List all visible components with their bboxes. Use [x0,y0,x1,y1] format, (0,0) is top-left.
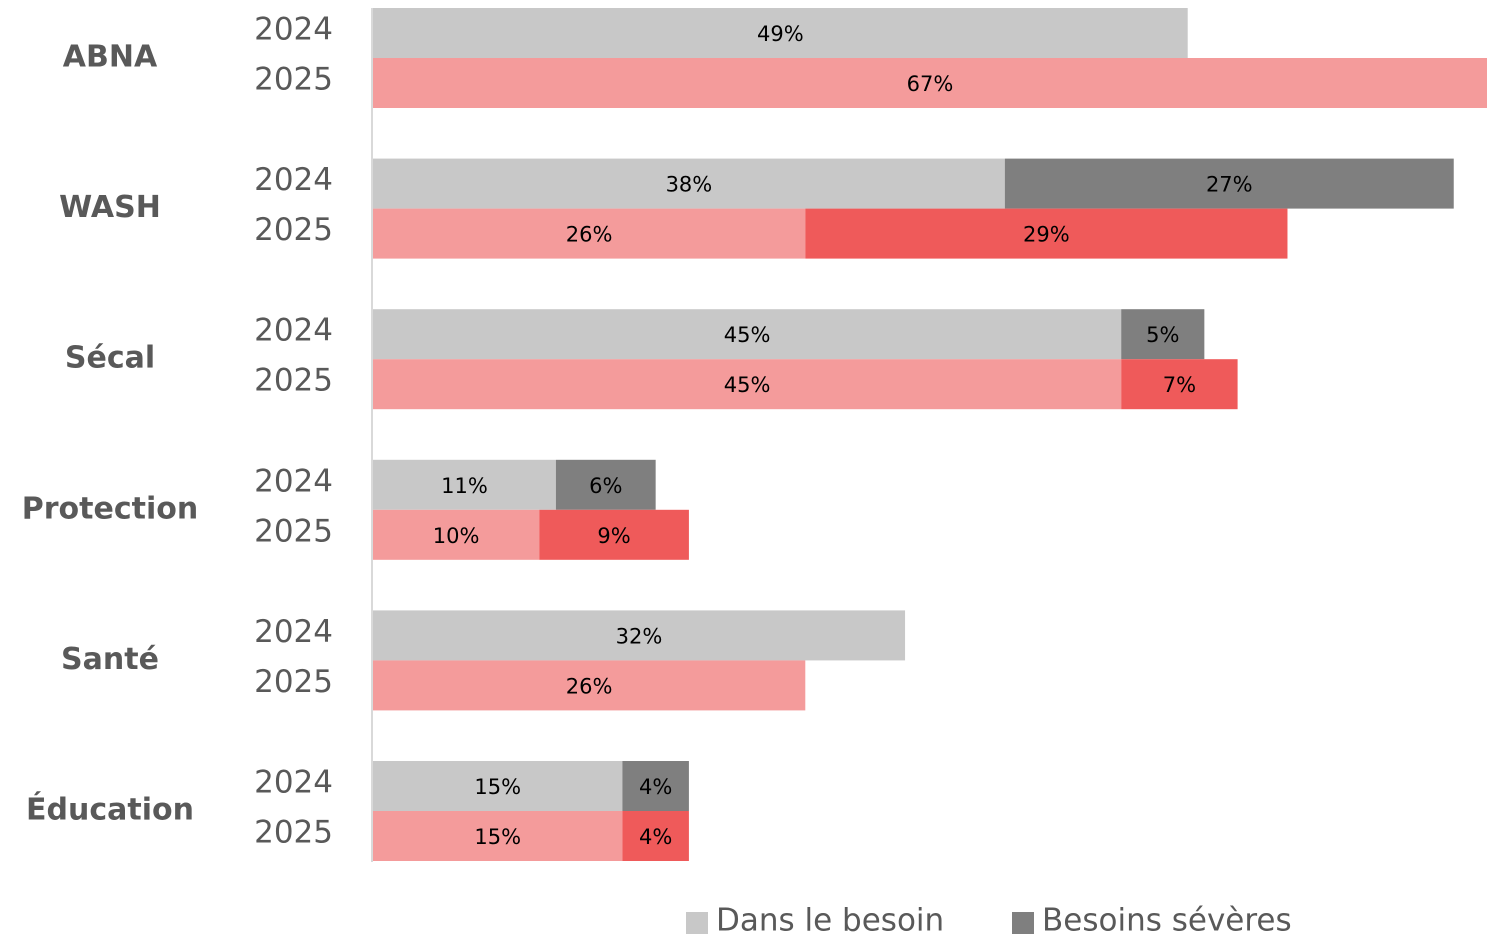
year-label: 2024 [254,12,333,48]
year-label: 2025 [254,363,333,399]
bar-segment [805,208,1288,259]
year-label: 2025 [254,513,333,549]
category-label: Santé [61,642,159,677]
bar-segment [373,8,1188,58]
year-label: 2025 [254,664,333,700]
year-label: 2024 [254,162,333,198]
bar-segment [373,660,806,711]
bar-segment [1121,359,1238,410]
value-label: 11% [441,474,488,498]
bar-segment [373,58,1487,108]
value-label: 26% [566,223,613,247]
value-label: 6% [589,474,622,498]
bar-segment [373,158,1005,209]
bar-segment [373,309,1122,360]
year-label: 2025 [254,212,333,248]
value-label: 38% [666,173,713,197]
bar-segment [1121,309,1205,360]
bar-segment [555,459,656,510]
legend-label: Dans le besoin [716,903,944,939]
value-label: 7% [1163,373,1196,397]
legend-label: Besoins sévères [1042,903,1292,939]
category-label: Éducation [26,792,194,828]
value-label: 15% [474,775,521,799]
value-label: 15% [474,825,521,849]
bar-segment [373,610,906,661]
value-label: 32% [616,624,663,648]
bar-segment [373,509,540,560]
category-label: Protection [22,491,198,526]
bar-segment [1004,158,1454,209]
value-label: 29% [1023,223,1070,247]
bar-segment [373,359,1122,410]
year-label: 2024 [254,765,333,801]
bar-segment [373,208,806,259]
value-label: 27% [1206,173,1253,197]
value-label: 4% [639,775,672,799]
bar-segment [539,509,689,560]
bar-segment [373,761,623,811]
value-label: 9% [597,524,630,548]
value-label: 26% [566,674,613,698]
year-label: 2024 [254,614,333,650]
year-label: 2024 [254,463,333,499]
value-label: 49% [757,22,804,46]
bar-segment [622,811,689,861]
value-label: 45% [724,323,771,347]
category-label: WASH [59,190,161,225]
legend-swatch [686,912,708,934]
bar-segment [373,459,556,510]
legend-swatch [1012,912,1034,934]
value-label: 67% [907,72,954,96]
value-label: 4% [639,825,672,849]
category-label: Sécal [65,341,155,376]
bar-segment [373,811,623,861]
bar-segment [622,761,689,811]
value-label: 10% [433,524,480,548]
category-label: ABNA [63,40,158,75]
year-label: 2024 [254,313,333,349]
value-label: 5% [1146,323,1179,347]
value-label: 45% [724,373,771,397]
year-label: 2025 [254,815,333,851]
year-label: 2025 [254,62,333,98]
